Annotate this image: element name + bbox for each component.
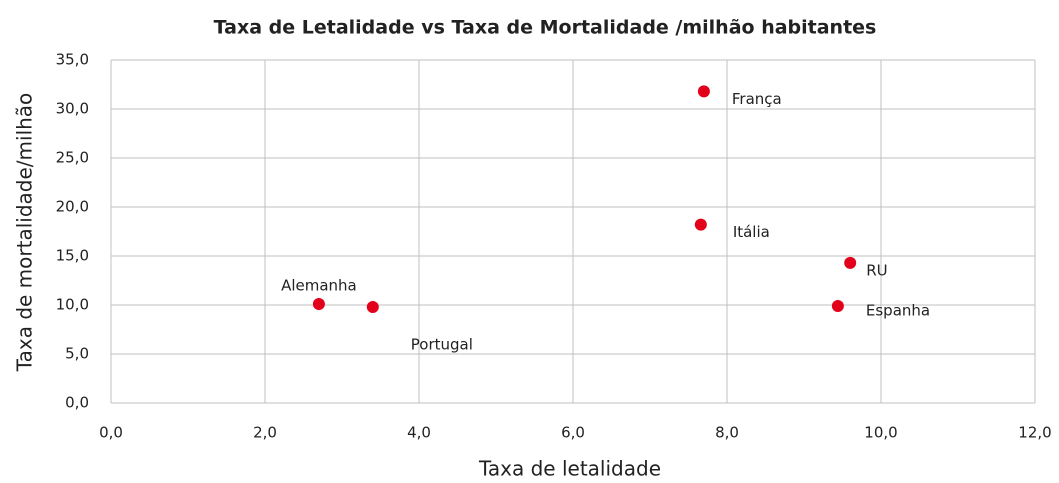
y-tick-label: 10,0 [56,296,89,314]
point-label: França [732,90,782,108]
x-tick-label: 4,0 [407,424,431,442]
point-label: Itália [733,223,770,241]
y-tick-label: 15,0 [56,247,89,265]
y-tick-label: 20,0 [56,198,89,216]
x-tick-label: 6,0 [561,424,585,442]
point [831,299,844,312]
x-axis-label: Taxa de letalidade [478,457,661,481]
y-axis-label: Taxa de mortalidade/milhão [13,93,37,373]
point-label: RU [866,261,887,279]
point-label: Espanha [866,301,930,319]
point [312,298,325,311]
y-tick-label: 30,0 [56,100,89,118]
point [697,85,710,98]
x-tick-label: 10,0 [864,424,897,442]
x-tick-label: 12,0 [1018,424,1051,442]
chart-title: Taxa de Letalidade vs Taxa de Mortalidad… [214,17,877,39]
point-label: Alemanha [281,277,357,295]
y-tick-label: 5,0 [65,345,89,363]
y-tick-label: 0,0 [65,394,89,412]
point [694,218,707,231]
point-label: Portugal [411,335,473,353]
y-tick-label: 25,0 [56,149,89,167]
y-tick-label: 35,0 [56,51,89,69]
x-tick-label: 8,0 [715,424,739,442]
x-tick-label: 2,0 [253,424,277,442]
point [844,256,857,269]
x-tick-label: 0,0 [99,424,123,442]
point [366,300,379,313]
